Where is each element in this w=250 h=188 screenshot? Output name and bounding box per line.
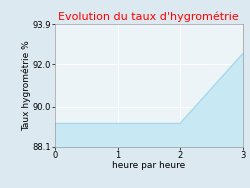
Title: Evolution du taux d'hygrométrie: Evolution du taux d'hygrométrie: [58, 12, 239, 22]
Y-axis label: Taux hygrométrie %: Taux hygrométrie %: [21, 40, 31, 131]
X-axis label: heure par heure: heure par heure: [112, 161, 186, 170]
